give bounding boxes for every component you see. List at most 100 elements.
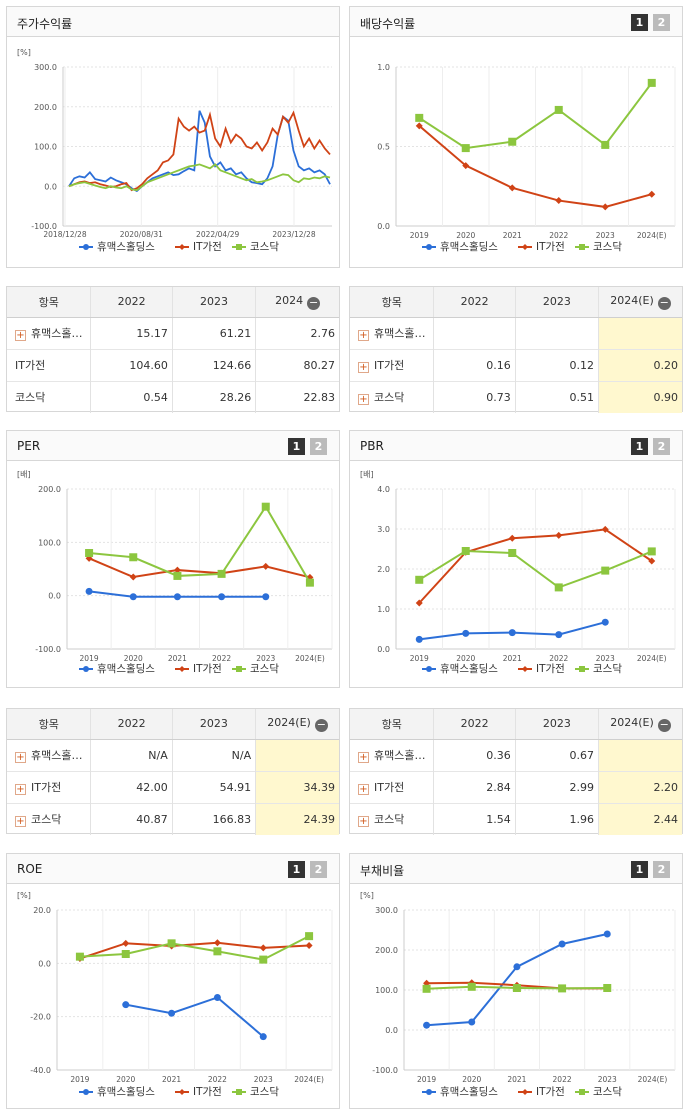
- legend-label[interactable]: IT가전: [193, 663, 222, 675]
- legend-label[interactable]: 코스닥: [593, 1086, 622, 1098]
- legend-label[interactable]: IT가전: [536, 663, 565, 675]
- data-point[interactable]: [508, 549, 517, 557]
- data-point[interactable]: [129, 573, 137, 581]
- row-label-cell[interactable]: IT가전: [7, 348, 91, 381]
- row-label-cell[interactable]: + 휴맥스홀…: [7, 316, 91, 349]
- data-point[interactable]: [555, 197, 563, 205]
- data-point[interactable]: [213, 947, 222, 956]
- data-point[interactable]: [85, 554, 93, 562]
- row-label-cell[interactable]: + 코스닥: [350, 802, 434, 835]
- legend-label[interactable]: IT가전: [536, 241, 565, 253]
- legend-label[interactable]: 휴맥스홀딩스: [440, 240, 498, 253]
- row-label-cell[interactable]: 코스닥: [7, 380, 91, 413]
- data-point[interactable]: [468, 1018, 476, 1026]
- data-point[interactable]: [259, 1033, 267, 1041]
- data-point[interactable]: [415, 599, 423, 607]
- data-point[interactable]: [558, 940, 566, 948]
- data-point[interactable]: [415, 122, 423, 130]
- expand-icon[interactable]: +: [358, 784, 369, 795]
- data-point[interactable]: [508, 137, 517, 146]
- legend-label[interactable]: 코스닥: [250, 241, 279, 253]
- data-point[interactable]: [75, 952, 84, 961]
- data-point[interactable]: [601, 140, 610, 149]
- data-point[interactable]: [168, 1009, 176, 1017]
- data-point[interactable]: [555, 531, 563, 539]
- page-1-button[interactable]: 1: [288, 438, 305, 455]
- data-point[interactable]: [423, 979, 431, 987]
- row-label-cell[interactable]: + 휴맥스홀…: [350, 738, 434, 771]
- data-point[interactable]: [415, 575, 424, 584]
- data-point[interactable]: [461, 547, 470, 555]
- expand-icon[interactable]: +: [15, 330, 26, 341]
- legend-label[interactable]: IT가전: [193, 241, 222, 253]
- data-point[interactable]: [648, 557, 656, 565]
- row-label-cell[interactable]: + IT가전: [350, 348, 434, 381]
- data-point[interactable]: [415, 113, 424, 122]
- page-2-button[interactable]: 2: [653, 861, 670, 878]
- expand-icon[interactable]: +: [358, 330, 369, 341]
- legend-label[interactable]: 휴맥스홀딩스: [97, 240, 155, 253]
- data-point[interactable]: [122, 1001, 130, 1009]
- row-label-cell[interactable]: + IT가전: [350, 770, 434, 803]
- data-point[interactable]: [305, 932, 314, 941]
- expand-icon[interactable]: +: [15, 784, 26, 795]
- data-point[interactable]: [601, 566, 610, 575]
- data-point[interactable]: [555, 631, 563, 639]
- data-point[interactable]: [648, 190, 656, 198]
- data-point[interactable]: [512, 984, 521, 992]
- data-point[interactable]: [462, 629, 470, 637]
- data-point[interactable]: [173, 593, 181, 601]
- row-label-cell[interactable]: + 휴맥스홀…: [350, 316, 434, 349]
- data-point[interactable]: [423, 1021, 431, 1029]
- data-point[interactable]: [129, 553, 138, 562]
- data-point[interactable]: [121, 950, 130, 958]
- expand-icon[interactable]: +: [15, 752, 26, 763]
- expand-icon[interactable]: +: [358, 362, 369, 373]
- data-point[interactable]: [122, 939, 130, 947]
- legend-label[interactable]: 코스닥: [593, 663, 622, 675]
- legend-label[interactable]: 코스닥: [250, 663, 279, 675]
- data-point[interactable]: [217, 569, 226, 578]
- page-2-button[interactable]: 2: [310, 438, 327, 455]
- data-point[interactable]: [305, 578, 314, 587]
- row-label-cell[interactable]: + 코스닥: [350, 380, 434, 413]
- legend-label[interactable]: 휴맥스홀딩스: [97, 662, 155, 675]
- data-point[interactable]: [422, 984, 431, 993]
- data-point[interactable]: [173, 566, 181, 574]
- page-1-button[interactable]: 1: [631, 438, 648, 455]
- data-point[interactable]: [213, 993, 221, 1001]
- data-point[interactable]: [415, 635, 423, 643]
- data-point[interactable]: [554, 583, 563, 592]
- data-point[interactable]: [213, 939, 221, 947]
- data-point[interactable]: [259, 944, 267, 952]
- legend-label[interactable]: IT가전: [536, 1086, 565, 1098]
- row-label-cell[interactable]: + IT가전: [7, 770, 91, 803]
- data-point[interactable]: [85, 587, 93, 595]
- collapse-icon[interactable]: −: [657, 717, 671, 732]
- data-point[interactable]: [554, 105, 563, 114]
- data-point[interactable]: [462, 162, 470, 170]
- data-point[interactable]: [261, 502, 270, 511]
- legend-label[interactable]: 휴맥스홀딩스: [97, 1085, 155, 1098]
- row-label-cell[interactable]: + 휴맥스홀…: [7, 738, 91, 771]
- page-2-button[interactable]: 2: [653, 14, 670, 31]
- page-1-button[interactable]: 1: [631, 861, 648, 878]
- data-point[interactable]: [262, 562, 270, 570]
- data-point[interactable]: [508, 184, 516, 192]
- data-point[interactable]: [167, 939, 176, 948]
- legend-label[interactable]: IT가전: [193, 1086, 222, 1098]
- data-point[interactable]: [129, 593, 137, 601]
- expand-icon[interactable]: +: [358, 394, 369, 406]
- expand-icon[interactable]: +: [15, 816, 26, 828]
- data-point[interactable]: [461, 144, 470, 153]
- data-point[interactable]: [305, 941, 313, 949]
- expand-icon[interactable]: +: [358, 752, 369, 763]
- page-2-button[interactable]: 2: [653, 438, 670, 455]
- legend-label[interactable]: 휴맥스홀딩스: [440, 1085, 498, 1098]
- collapse-icon[interactable]: −: [307, 295, 321, 310]
- collapse-icon[interactable]: −: [657, 295, 671, 310]
- data-point[interactable]: [601, 203, 609, 211]
- data-point[interactable]: [218, 593, 226, 601]
- data-point[interactable]: [558, 984, 567, 993]
- data-point[interactable]: [601, 618, 609, 626]
